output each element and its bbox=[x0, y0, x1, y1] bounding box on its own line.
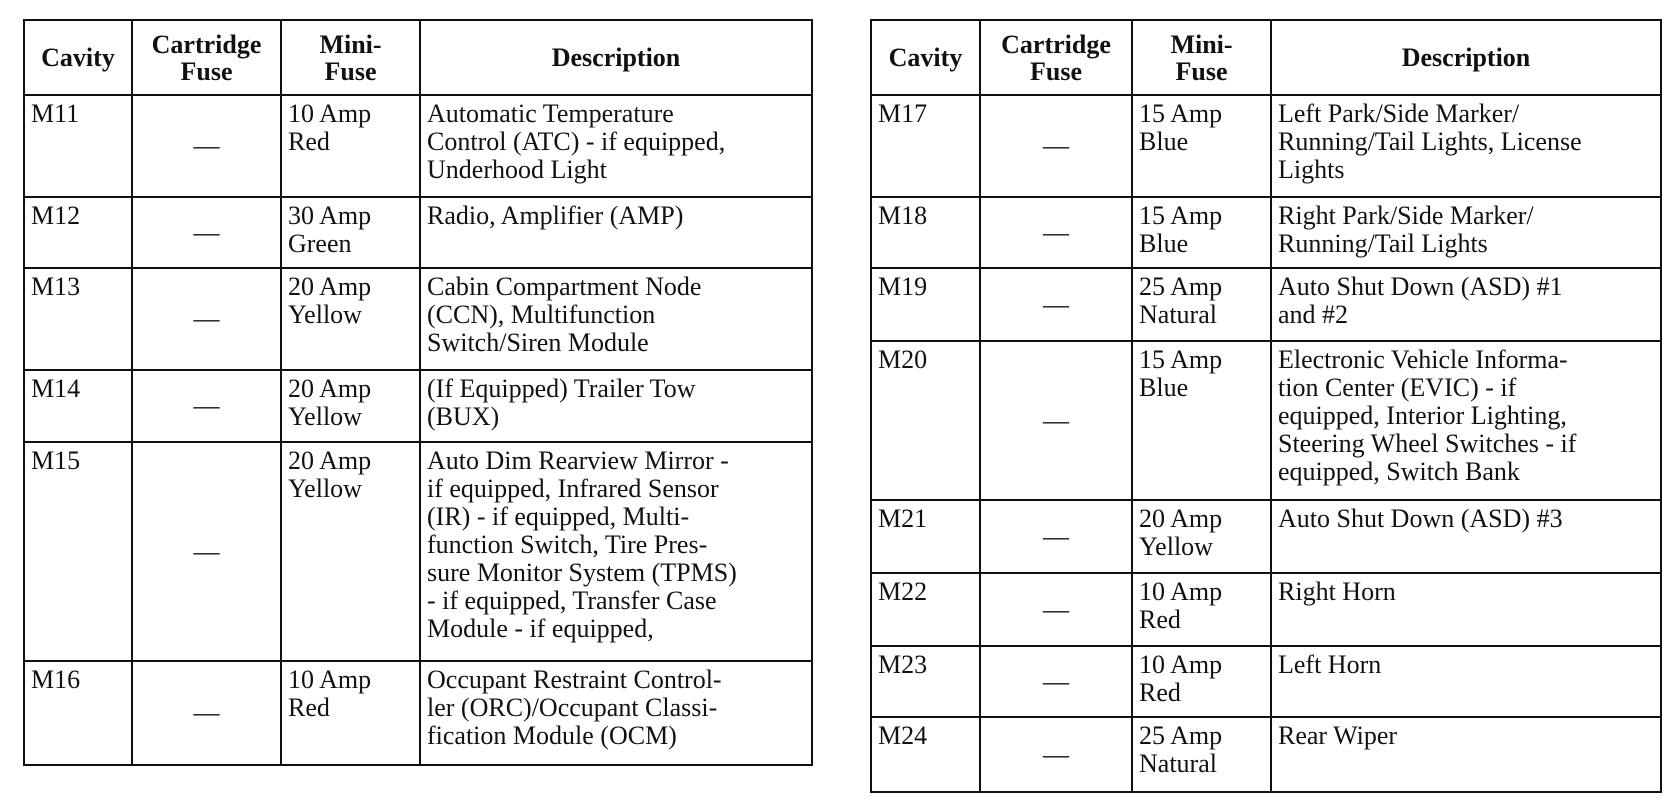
cavity-cell: M18 bbox=[870, 196, 981, 269]
mini-fuse-cell: 25 Amp Natural bbox=[1131, 716, 1272, 793]
header-cavity: Cavity bbox=[870, 19, 981, 96]
cavity-cell: M13 bbox=[23, 267, 133, 371]
table-row: M17—15 Amp Blue Left Park/Side Marker/ Ru… bbox=[870, 94, 1662, 198]
cavity-cell: M23 bbox=[870, 645, 981, 718]
table-row: M22—10 Amp Red Right Horn bbox=[870, 572, 1662, 647]
cartridge-fuse-cell: — bbox=[979, 499, 1133, 574]
cavity-cell: M24 bbox=[870, 716, 981, 793]
description-cell: Rear Wiper bbox=[1270, 716, 1662, 793]
description-cell: Electronic Vehicle Informa- tion Center … bbox=[1270, 340, 1662, 501]
table-row: M11—10 Amp Red Automatic Temperature Cont… bbox=[23, 94, 813, 198]
cartridge-fuse-cell: — bbox=[979, 94, 1133, 198]
description-cell: Auto Shut Down (ASD) #3 bbox=[1270, 499, 1662, 574]
table-row: M14—20 Amp Yellow (If Equipped) Trailer T… bbox=[23, 369, 813, 443]
mini-fuse-cell: 15 Amp Blue bbox=[1131, 340, 1272, 501]
mini-fuse-cell: 10 Amp Red bbox=[280, 660, 421, 766]
cartridge-fuse-cell: — bbox=[131, 441, 282, 662]
description-cell: Cabin Compartment Node (CCN), Multifunct… bbox=[419, 267, 813, 371]
fuse-table-left: Cavity Cartridge Fuse Mini- Fuse Descrip… bbox=[23, 19, 813, 766]
header-mini-fuse: Mini- Fuse bbox=[1131, 19, 1272, 96]
mini-fuse-cell: 10 Amp Red bbox=[1131, 645, 1272, 718]
cavity-cell: M12 bbox=[23, 196, 133, 269]
mini-fuse-cell: 20 Amp Yellow bbox=[280, 369, 421, 443]
cartridge-fuse-cell: — bbox=[979, 716, 1133, 793]
mini-fuse-cell: 20 Amp Yellow bbox=[280, 267, 421, 371]
cavity-cell: M21 bbox=[870, 499, 981, 574]
header-cavity: Cavity bbox=[23, 19, 133, 96]
description-cell: Radio, Amplifier (AMP) bbox=[419, 196, 813, 269]
mini-fuse-cell: 30 Amp Green bbox=[280, 196, 421, 269]
table-row: M21—20 Amp Yellow Auto Shut Down (ASD) #3 bbox=[870, 499, 1662, 574]
table-row: M12—30 Amp Green Radio, Amplifier (AMP) bbox=[23, 196, 813, 269]
table-row: M18—15 Amp Blue Right Park/Side Marker/ R… bbox=[870, 196, 1662, 269]
table-row: M24—25 Amp Natural Rear Wiper bbox=[870, 716, 1662, 793]
cartridge-fuse-cell: — bbox=[979, 340, 1133, 501]
mini-fuse-cell: 25 Amp Natural bbox=[1131, 267, 1272, 342]
header-cartridge-fuse: Cartridge Fuse bbox=[131, 19, 282, 96]
table-row: M13—20 Amp Yellow Cabin Compartment Node … bbox=[23, 267, 813, 371]
cartridge-fuse-cell: — bbox=[131, 196, 282, 269]
header-row: Cavity Cartridge Fuse Mini- Fuse Descrip… bbox=[870, 19, 1662, 96]
cartridge-fuse-cell: — bbox=[979, 645, 1133, 718]
cartridge-fuse-cell: — bbox=[131, 660, 282, 766]
table-row: M19—25 Amp Natural Auto Shut Down (ASD) #… bbox=[870, 267, 1662, 342]
description-cell: (If Equipped) Trailer Tow (BUX) bbox=[419, 369, 813, 443]
description-cell: Auto Shut Down (ASD) #1 and #2 bbox=[1270, 267, 1662, 342]
mini-fuse-cell: 15 Amp Blue bbox=[1131, 94, 1272, 198]
mini-fuse-cell: 20 Amp Yellow bbox=[280, 441, 421, 662]
cavity-cell: M20 bbox=[870, 340, 981, 501]
mini-fuse-cell: 20 Amp Yellow bbox=[1131, 499, 1272, 574]
cavity-cell: M11 bbox=[23, 94, 133, 198]
header-mini-fuse: Mini- Fuse bbox=[280, 19, 421, 96]
table-row: M16—10 Amp Red Occupant Restraint Control… bbox=[23, 660, 813, 766]
header-description: Description bbox=[1270, 19, 1662, 96]
description-cell: Left Park/Side Marker/ Running/Tail Ligh… bbox=[1270, 94, 1662, 198]
cartridge-fuse-cell: — bbox=[131, 369, 282, 443]
description-cell: Right Horn bbox=[1270, 572, 1662, 647]
cavity-cell: M15 bbox=[23, 441, 133, 662]
table-row: M20—15 Amp Blue Electronic Vehicle Inform… bbox=[870, 340, 1662, 501]
description-cell: Right Park/Side Marker/ Running/Tail Lig… bbox=[1270, 196, 1662, 269]
cavity-cell: M22 bbox=[870, 572, 981, 647]
description-cell: Occupant Restraint Control- ler (ORC)/Oc… bbox=[419, 660, 813, 766]
fuse-table-right: Cavity Cartridge Fuse Mini- Fuse Descrip… bbox=[870, 19, 1662, 793]
table-row: M15—20 Amp Yellow Auto Dim Rearview Mirro… bbox=[23, 441, 813, 662]
cavity-cell: M17 bbox=[870, 94, 981, 198]
description-cell: Auto Dim Rearview Mirror - if equipped, … bbox=[419, 441, 813, 662]
table-row: M23—10 Amp Red Left Horn bbox=[870, 645, 1662, 718]
cartridge-fuse-cell: — bbox=[131, 94, 282, 198]
cavity-cell: M16 bbox=[23, 660, 133, 766]
mini-fuse-cell: 10 Amp Red bbox=[280, 94, 421, 198]
cavity-cell: M14 bbox=[23, 369, 133, 443]
header-description: Description bbox=[419, 19, 813, 96]
description-cell: Left Horn bbox=[1270, 645, 1662, 718]
cartridge-fuse-cell: — bbox=[979, 196, 1133, 269]
cavity-cell: M19 bbox=[870, 267, 981, 342]
header-row: Cavity Cartridge Fuse Mini- Fuse Descrip… bbox=[23, 19, 813, 96]
header-cartridge-fuse: Cartridge Fuse bbox=[979, 19, 1133, 96]
mini-fuse-cell: 15 Amp Blue bbox=[1131, 196, 1272, 269]
cartridge-fuse-cell: — bbox=[131, 267, 282, 371]
mini-fuse-cell: 10 Amp Red bbox=[1131, 572, 1272, 647]
description-cell: Automatic Temperature Control (ATC) - if… bbox=[419, 94, 813, 198]
cartridge-fuse-cell: — bbox=[979, 572, 1133, 647]
cartridge-fuse-cell: — bbox=[979, 267, 1133, 342]
